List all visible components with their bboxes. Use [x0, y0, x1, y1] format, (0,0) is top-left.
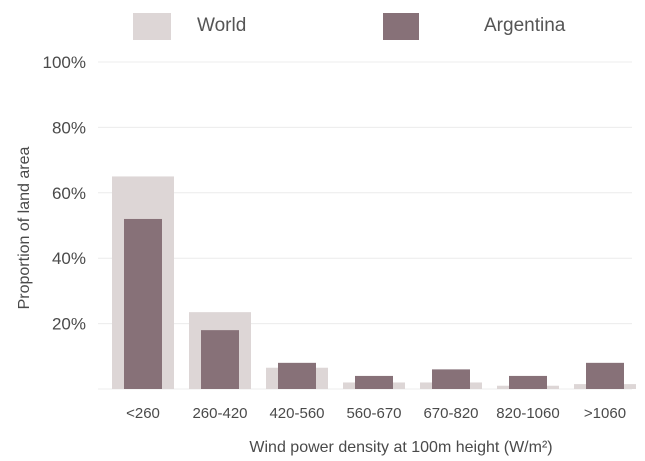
y-tick-label: 100% [43, 53, 86, 72]
legend-label-argentina: Argentina [484, 15, 566, 36]
x-tick-label: 260-420 [192, 405, 247, 422]
bar-argentina-1 [201, 330, 239, 389]
y-tick-labels: 20% 40% 60% 80% 100% [43, 53, 86, 334]
y-axis-title: Proportion of land area [16, 147, 33, 310]
legend-label-world: World [197, 15, 246, 36]
y-tick-label: 40% [52, 249, 86, 268]
bar-argentina-2 [278, 362, 316, 389]
x-tick-label: 420-560 [269, 405, 324, 422]
bar-argentina-6 [586, 362, 624, 389]
x-tick-labels: <260 260-420 420-560 560-670 670-820 820-1060… [126, 405, 626, 422]
x-axis-title: Wind power density at 100m height (W/m²) [249, 439, 552, 456]
bar-argentina-0 [124, 218, 162, 389]
bar-argentina-5 [509, 375, 547, 389]
legend: World Argentina [133, 13, 566, 40]
x-tick-label: 560-670 [346, 405, 401, 422]
bars [112, 176, 636, 389]
gridlines [98, 61, 632, 390]
y-tick-label: 60% [52, 184, 86, 203]
bar-argentina-4 [432, 369, 470, 389]
y-tick-label: 80% [52, 118, 86, 137]
x-tick-label: >1060 [584, 405, 626, 422]
legend-swatch-world [133, 13, 171, 40]
x-tick-label: 670-820 [423, 405, 478, 422]
x-tick-label: 820-1060 [496, 405, 559, 422]
bar-argentina-3 [355, 375, 393, 389]
legend-swatch-argentina [383, 13, 419, 40]
y-tick-label: 20% [52, 315, 86, 334]
x-tick-label: <260 [126, 405, 160, 422]
